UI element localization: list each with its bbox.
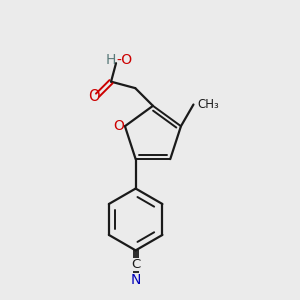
Text: O: O xyxy=(113,119,124,133)
Text: N: N xyxy=(130,273,141,287)
Text: H: H xyxy=(106,52,116,67)
Text: -O: -O xyxy=(116,52,132,67)
Text: CH₃: CH₃ xyxy=(197,98,219,111)
Text: O: O xyxy=(88,89,100,104)
Text: C: C xyxy=(131,258,140,271)
